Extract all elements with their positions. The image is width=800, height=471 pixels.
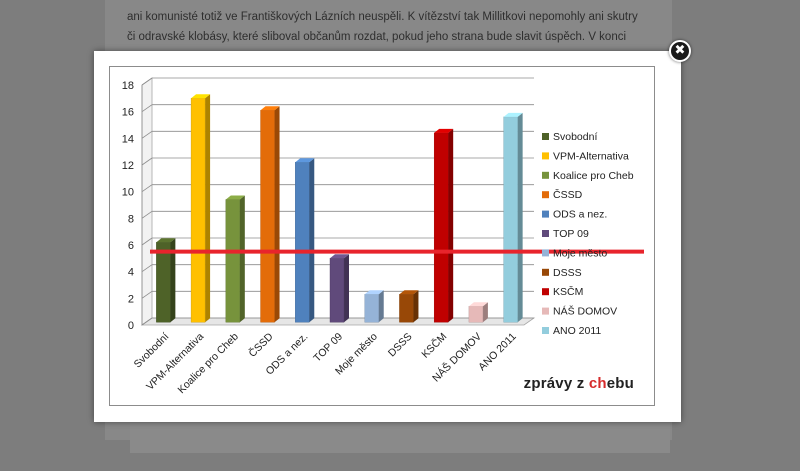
bar-top xyxy=(260,106,280,111)
x-tick-label: TOP 09 xyxy=(311,331,345,365)
bar-top xyxy=(364,290,384,295)
bar-top xyxy=(330,254,349,259)
legend-label: Moje město xyxy=(553,247,607,259)
bar xyxy=(329,257,345,323)
y-tick-label: 14 xyxy=(122,133,134,145)
chart-image: 0 2 4 6 8 10 12 14 16 18 Svobodní VPM-Alternativa Ko… xyxy=(109,66,655,406)
y-tick-label: 12 xyxy=(122,160,134,172)
bar-top xyxy=(156,238,176,243)
bar xyxy=(156,241,171,323)
bar-side xyxy=(170,238,176,323)
bar-top xyxy=(468,302,488,307)
bar xyxy=(260,110,275,323)
y-tick-label: 2 xyxy=(128,293,134,305)
close-icon: ✖ xyxy=(674,43,686,58)
gridline xyxy=(141,291,153,299)
y-tick-label: 16 xyxy=(122,107,134,119)
legend-swatch xyxy=(542,133,549,140)
x-tick-label: ČSSD xyxy=(246,330,276,360)
bar-side xyxy=(517,112,523,323)
bar-side xyxy=(448,128,454,323)
bar xyxy=(225,199,241,323)
y-tick-label: 8 xyxy=(128,213,134,225)
gridline xyxy=(141,237,153,246)
legend-swatch xyxy=(542,152,549,160)
gridline xyxy=(141,131,153,139)
x-tick-label: Koalice pro Cheb xyxy=(175,331,241,397)
legend-label: Koalice pro Cheb xyxy=(553,170,634,182)
bar-chart: 0 2 4 6 8 10 12 14 16 18 Svobodní VPM-Alternativa Ko… xyxy=(122,77,644,397)
legend-swatch xyxy=(542,171,549,179)
bar xyxy=(364,293,379,323)
x-tick-label: ANO 2011 xyxy=(476,331,519,374)
gridline xyxy=(141,317,153,326)
bar-top xyxy=(434,128,454,133)
bar-side xyxy=(239,195,245,323)
close-button[interactable]: ✖ xyxy=(669,40,691,62)
bar-side xyxy=(309,158,315,323)
bar xyxy=(295,161,310,323)
legend-swatch xyxy=(542,327,549,334)
legend-swatch xyxy=(542,210,549,218)
bar-top xyxy=(295,158,315,163)
legend-swatch xyxy=(542,268,549,276)
gridline xyxy=(141,157,153,166)
legend-label: DSSS xyxy=(553,267,582,279)
article-text-line: či odravské klobásy, které sliboval obča… xyxy=(127,31,627,43)
legend-label: VPM-Alternativa xyxy=(553,150,629,162)
brand-logo: zprávy z chebu xyxy=(523,375,634,392)
bar-side xyxy=(205,94,211,323)
legend-label: NÁŠ DOMOV xyxy=(553,305,617,318)
y-tick-label: 10 xyxy=(122,187,134,199)
bar-top xyxy=(503,112,523,117)
bar-side xyxy=(274,106,280,323)
legend-swatch xyxy=(542,191,549,199)
bar xyxy=(503,116,518,323)
bar-top xyxy=(399,290,419,295)
gridline xyxy=(141,184,153,192)
article-footer-strip xyxy=(130,423,670,453)
legend-label: ČSSD xyxy=(553,188,583,201)
bar-side xyxy=(413,290,419,323)
x-tick-label: KSČM xyxy=(419,330,450,361)
legend-swatch xyxy=(542,249,549,257)
bar-side xyxy=(344,254,349,323)
x-tick-label: DSSS xyxy=(386,331,415,360)
gridline xyxy=(141,104,153,112)
legend-label: TOP 09 xyxy=(553,228,589,240)
legend-label: ODS a nez. xyxy=(553,209,607,221)
legend-swatch xyxy=(542,230,549,237)
y-tick-label: 4 xyxy=(128,267,134,279)
lightbox-modal: 0 2 4 6 8 10 12 14 16 18 Svobodní VPM-Alternativa Ko… xyxy=(94,51,681,422)
bar-side xyxy=(482,302,488,323)
bar-top xyxy=(191,94,211,99)
bar-top xyxy=(225,195,245,200)
legend-swatch xyxy=(542,288,549,296)
bar-side xyxy=(378,290,384,323)
bar xyxy=(468,305,484,323)
legend-swatch xyxy=(542,307,549,315)
y-tick-label: 0 xyxy=(128,320,134,332)
legend-label: ANO 2011 xyxy=(553,325,601,337)
bar xyxy=(190,98,206,323)
bar xyxy=(399,293,414,323)
legend-label: KSČM xyxy=(553,285,583,298)
bar xyxy=(433,132,449,323)
gridline xyxy=(141,211,153,219)
legend-label: Svobodní xyxy=(553,131,597,143)
y-tick-label: 6 xyxy=(128,240,134,252)
chart-side-wall xyxy=(141,77,153,326)
article-text-line: ani komunisté totiž ve Františkových Láz… xyxy=(127,11,638,23)
y-tick-label: 18 xyxy=(122,80,134,92)
gridline xyxy=(141,264,153,272)
gridline xyxy=(141,77,153,86)
